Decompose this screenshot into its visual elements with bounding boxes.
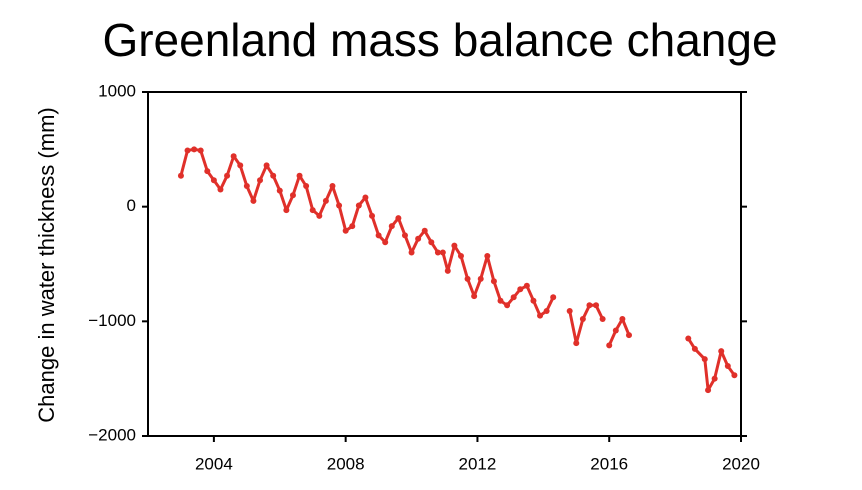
data-point — [257, 177, 264, 184]
y-tick-label: 1000 — [98, 81, 136, 100]
data-point — [579, 316, 586, 323]
data-point — [490, 278, 497, 285]
data-point — [543, 308, 550, 315]
data-point — [355, 202, 362, 209]
data-point — [691, 345, 698, 352]
data-point — [415, 235, 422, 242]
data-point — [184, 147, 191, 154]
data-point — [606, 342, 613, 349]
data-point — [204, 168, 211, 175]
data-point — [250, 197, 257, 204]
data-point — [237, 162, 244, 169]
data-point — [428, 239, 435, 246]
x-tick-label: 2004 — [195, 454, 233, 473]
data-point — [270, 172, 277, 179]
data-point — [705, 387, 712, 394]
data-point — [316, 212, 323, 219]
x-tick-label: 2020 — [722, 454, 760, 473]
plot-frame — [147, 91, 742, 437]
data-point — [464, 275, 471, 282]
data-point — [711, 375, 718, 382]
data-point — [718, 348, 725, 355]
x-tick-label: 2012 — [459, 454, 497, 473]
y-tick-label: −2000 — [88, 425, 136, 444]
data-point — [309, 207, 316, 214]
data-point — [593, 302, 600, 309]
data-point — [263, 162, 270, 169]
data-point — [243, 183, 250, 190]
data-point — [497, 297, 504, 304]
data-point — [477, 275, 484, 282]
data-point — [210, 177, 217, 184]
data-point — [276, 187, 283, 194]
data-point — [191, 146, 198, 153]
data-point — [329, 183, 336, 190]
x-tick-label: 2016 — [590, 454, 628, 473]
y-tick-label: 0 — [127, 196, 136, 215]
data-point — [517, 286, 524, 293]
data-point — [408, 249, 415, 256]
data-point — [401, 232, 408, 239]
data-point — [619, 316, 626, 323]
data-point — [510, 294, 517, 301]
data-point — [375, 232, 382, 239]
data-point — [362, 194, 369, 201]
data-point — [444, 267, 451, 274]
data-point — [349, 223, 356, 230]
data-point — [395, 215, 402, 222]
data-point — [550, 294, 557, 301]
data-point — [439, 249, 446, 256]
data-point — [322, 197, 329, 204]
data-point — [586, 302, 593, 309]
data-point — [457, 252, 464, 259]
data-point — [537, 312, 544, 319]
data-point — [566, 308, 573, 315]
chart-title: Greenland mass balance change — [102, 14, 777, 66]
data-point — [504, 302, 511, 309]
data-point — [701, 356, 708, 363]
data-point — [217, 186, 224, 193]
data-point — [573, 340, 580, 347]
data-point — [388, 223, 395, 230]
data-point — [471, 293, 478, 300]
data-point — [296, 172, 303, 179]
x-tick-label: 2008 — [327, 454, 365, 473]
y-tick-label: −1000 — [88, 311, 136, 330]
data-line — [179, 147, 736, 392]
data-point — [230, 153, 237, 160]
data-point — [484, 252, 491, 259]
data-point — [224, 172, 231, 179]
data-point — [369, 212, 376, 219]
data-point — [731, 372, 738, 379]
data-point — [177, 172, 184, 179]
data-point — [421, 227, 428, 234]
data-point — [336, 202, 343, 209]
data-point — [685, 335, 692, 342]
data-point — [434, 249, 441, 256]
data-point — [342, 227, 349, 234]
data-point — [612, 327, 619, 334]
data-point — [724, 363, 731, 370]
data-point — [530, 297, 537, 304]
data-point — [625, 332, 632, 339]
data-point — [197, 147, 204, 154]
data-point — [599, 316, 606, 323]
data-point — [382, 239, 389, 246]
data-point — [303, 183, 310, 190]
data-point — [283, 207, 290, 214]
data-point — [289, 192, 296, 199]
y-axis-label: Change in water thickness (mm) — [34, 107, 59, 422]
data-point — [451, 242, 458, 249]
data-point — [523, 282, 530, 289]
